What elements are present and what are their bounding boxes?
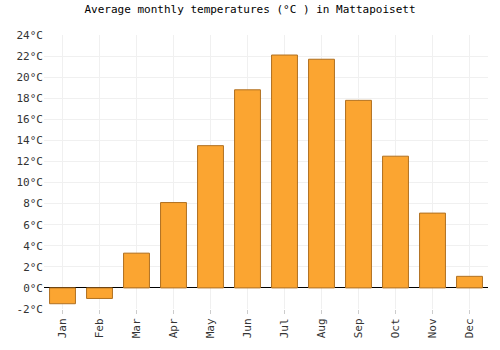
svg-text:18°C: 18°C xyxy=(17,92,44,105)
svg-text:6°C: 6°C xyxy=(23,219,43,232)
svg-text:16°C: 16°C xyxy=(17,113,44,126)
svg-text:8°C: 8°C xyxy=(23,197,43,210)
svg-text:0°C: 0°C xyxy=(23,282,43,295)
svg-text:Oct: Oct xyxy=(389,318,402,338)
svg-text:4°C: 4°C xyxy=(23,240,43,253)
svg-text:20°C: 20°C xyxy=(17,71,44,84)
svg-text:Jul: Jul xyxy=(278,318,291,338)
svg-text:Sep: Sep xyxy=(352,318,365,338)
svg-text:12°C: 12°C xyxy=(17,155,44,168)
svg-text:24°C: 24°C xyxy=(17,29,44,42)
svg-text:Average monthly temperatures (: Average monthly temperatures (°C ) in Ma… xyxy=(84,3,415,16)
svg-text:22°C: 22°C xyxy=(17,50,44,63)
svg-text:Aug: Aug xyxy=(315,318,328,338)
svg-text:-2°C: -2°C xyxy=(17,303,44,316)
svg-text:Nov: Nov xyxy=(426,318,439,338)
svg-text:Apr: Apr xyxy=(167,318,180,338)
svg-text:Mar: Mar xyxy=(130,318,143,338)
svg-text:Dec: Dec xyxy=(463,318,476,338)
svg-text:Jun: Jun xyxy=(241,318,254,338)
svg-text:2°C: 2°C xyxy=(23,261,43,274)
svg-text:14°C: 14°C xyxy=(17,134,44,147)
svg-text:10°C: 10°C xyxy=(17,176,44,189)
svg-text:May: May xyxy=(204,318,217,338)
svg-text:Feb: Feb xyxy=(93,318,106,338)
svg-text:Jan: Jan xyxy=(56,318,69,338)
